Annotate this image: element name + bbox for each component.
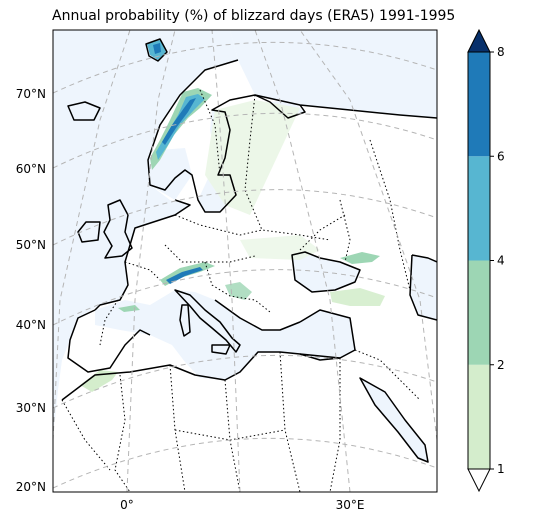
colorbar-bin-4 xyxy=(468,52,490,157)
border-8 xyxy=(339,199,351,263)
border-9 xyxy=(369,139,411,291)
colorbar-bin-2 xyxy=(468,260,490,365)
border-17 xyxy=(174,429,286,441)
coastline-svalbard xyxy=(145,38,168,62)
scandes-shading-3 xyxy=(162,98,196,145)
colorbar-tick-label-1: 1 xyxy=(497,462,505,476)
coastline-iberia xyxy=(67,309,151,373)
scandes-shading-1 xyxy=(150,88,212,170)
atlas-shading xyxy=(80,370,118,392)
border-15 xyxy=(329,358,341,492)
colorbar: 1 2 4 6 8 xyxy=(467,28,505,493)
colorbar-extend-max xyxy=(467,28,491,53)
red-sea xyxy=(360,378,428,462)
meridian-0 xyxy=(126,30,176,492)
parallel-60n xyxy=(53,112,437,169)
map-area xyxy=(53,0,437,492)
border-18 xyxy=(299,214,346,251)
anatolia-shading xyxy=(330,288,385,306)
colorbar-bin-3 xyxy=(468,156,490,261)
parallel-80n xyxy=(53,0,437,20)
lat-label-30n: 30°N xyxy=(16,401,46,415)
colorbar-tick-label-8: 8 xyxy=(497,45,505,59)
meridian-45e xyxy=(299,30,437,441)
coastline-sardinia-corsica xyxy=(179,304,191,337)
colorbar-extend-min xyxy=(467,468,491,493)
country-borders xyxy=(61,89,421,492)
coastline-balkans xyxy=(214,299,301,331)
parallel-30n xyxy=(53,354,437,409)
meridian-30e xyxy=(254,30,351,492)
colorbar-tick-label-2: 2 xyxy=(497,358,505,372)
coastline-iceland xyxy=(67,101,101,121)
lat-label-20n: 20°N xyxy=(16,480,46,494)
border-16 xyxy=(61,399,111,471)
parallel-70n xyxy=(53,41,437,94)
lat-label-60n: 60°N xyxy=(16,162,46,176)
border-1 xyxy=(199,89,221,176)
atlantic-ocean xyxy=(53,30,238,430)
arctic-ocean xyxy=(230,30,437,118)
meridian-15e xyxy=(211,30,241,492)
colorbar-bin-1 xyxy=(468,364,490,469)
parallel-20n xyxy=(53,437,437,489)
ocean-regions xyxy=(53,30,437,462)
caucasus-shading xyxy=(340,252,380,264)
border-6 xyxy=(204,261,271,313)
coastline-arctic xyxy=(254,94,437,119)
lon-label-30e: 30°E xyxy=(336,498,365,512)
coastline-black-sea xyxy=(291,251,361,293)
border-2 xyxy=(244,94,263,231)
alps-shading-2 xyxy=(166,267,203,284)
lat-label-50n: 50°N xyxy=(16,238,46,252)
svalbard-shading-dark xyxy=(153,43,161,54)
lat-tick-labels: 70°N 60°N 50°N 40°N 30°N 20°N xyxy=(16,87,46,494)
coastline-norway-baltic xyxy=(147,59,306,213)
map-title: Annual probability (%) of blizzard days … xyxy=(52,8,456,24)
light-shading-northeast xyxy=(205,100,300,215)
colorbar-tick-label-6: 6 xyxy=(497,149,505,163)
graticule xyxy=(53,0,437,492)
border-4 xyxy=(164,244,256,263)
meridian-15w xyxy=(53,30,131,441)
mediterranean-sea xyxy=(95,290,355,380)
balkan-shading xyxy=(225,282,252,300)
lon-label-0: 0° xyxy=(120,498,134,512)
lat-label-40n: 40°N xyxy=(16,318,46,332)
border-7 xyxy=(99,299,119,346)
colorbar-tick-label-4: 4 xyxy=(497,254,505,268)
coastline-red-sea xyxy=(359,377,429,463)
caspian-sea xyxy=(410,255,437,320)
lat-label-70n: 70°N xyxy=(16,87,46,101)
coastline-great-britain xyxy=(103,199,133,259)
parallel-40n xyxy=(53,269,437,326)
parallel-50n xyxy=(53,189,437,246)
scandes-shading-2 xyxy=(156,94,205,160)
border-10 xyxy=(354,349,421,401)
border-14 xyxy=(279,351,301,492)
map-frame xyxy=(52,29,438,493)
coastline-italy xyxy=(174,289,241,353)
coastline-sicily xyxy=(211,344,231,355)
coastline-caspian xyxy=(409,254,437,321)
border-5 xyxy=(124,261,161,281)
lon-tick-labels: 0° 30°E xyxy=(120,498,364,512)
coastline-ireland xyxy=(77,221,101,243)
